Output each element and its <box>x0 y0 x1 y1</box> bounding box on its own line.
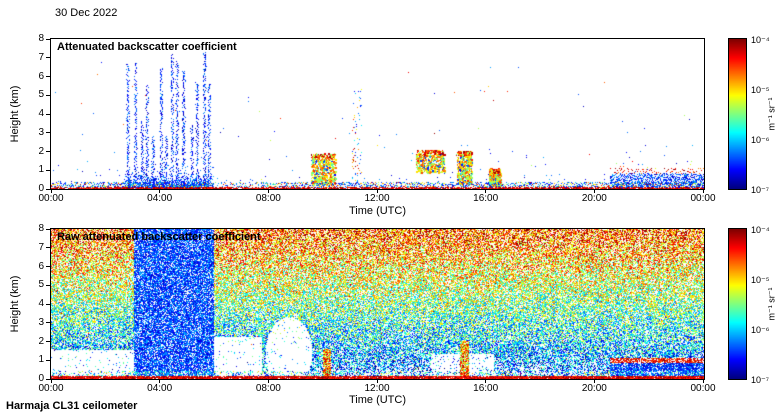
attenuated-backscatter-panel: Attenuated backscatter coefficient <box>50 38 705 190</box>
x-axis-label-top: Time (UTC) <box>348 205 407 217</box>
x-tick-mark <box>159 190 161 193</box>
x-tick-mark <box>485 190 487 193</box>
y-tick-mark <box>46 169 50 171</box>
x-tick-mark <box>267 380 269 383</box>
colorbar-unit-label-bottom: m⁻¹ sr⁻¹ <box>766 287 777 321</box>
x-tick-label: 20:00 <box>581 383 607 394</box>
x-tick-mark <box>376 190 378 193</box>
y-tick-label: 6 <box>38 260 44 272</box>
x-tick-label: 08:00 <box>255 193 281 204</box>
colorbar-tick-label: 10⁻⁵ <box>751 85 770 95</box>
y-tick-mark <box>46 76 50 77</box>
colorbar-top <box>728 38 747 190</box>
date-label: 30 Dec 2022 <box>55 7 118 19</box>
colorbar-tick-label: 10⁻⁴ <box>751 225 770 235</box>
colorbar-tick-label: 10⁻⁶ <box>751 135 770 145</box>
colorbar-tick-label: 10⁻⁴ <box>751 35 770 45</box>
x-tick-mark <box>593 380 595 383</box>
y-tick-label: 8 <box>38 33 44 44</box>
colorbar-tick-label: 10⁻⁷ <box>751 185 770 195</box>
y-tick-mark <box>46 113 50 115</box>
x-tick-label: 12:00 <box>364 193 390 204</box>
y-tick-label: 4 <box>38 298 44 309</box>
y-tick-mark <box>46 322 50 324</box>
raw-backscatter-panel: Raw attenuated backscatter coefficient <box>50 228 705 380</box>
y-tick-label: 2 <box>38 145 44 157</box>
y-tick-mark <box>46 228 50 230</box>
y-tick-mark <box>46 341 50 342</box>
colorbar-tick-label: 10⁻⁷ <box>751 375 770 385</box>
y-tick-label: 3 <box>38 126 44 138</box>
y-tick-mark <box>46 359 50 361</box>
y-tick-label: 1 <box>38 354 44 366</box>
x-tick-mark <box>593 190 595 193</box>
attenuated-backscatter-heatmap-canvas <box>51 39 704 189</box>
x-tick-mark <box>50 190 52 193</box>
y-tick-mark <box>46 188 50 190</box>
y-tick-label: 5 <box>38 89 44 101</box>
x-tick-label: 00:00 <box>690 383 716 394</box>
x-tick-mark <box>159 380 161 383</box>
colorbar-unit-label-top: m⁻¹ sr⁻¹ <box>766 97 777 131</box>
x-tick-label: 08:00 <box>255 383 281 394</box>
y-tick-mark <box>46 247 50 249</box>
raw-backscatter-heatmap-canvas <box>51 229 704 379</box>
y-tick-mark <box>46 94 50 96</box>
x-tick-label: 16:00 <box>473 383 499 394</box>
x-tick-mark <box>50 380 52 383</box>
x-tick-label: 04:00 <box>147 383 173 394</box>
y-axis-label-top: Height (km) <box>9 85 21 143</box>
y-tick-mark <box>46 284 50 286</box>
instrument-label: Harmaja CL31 ceilometer <box>6 400 138 412</box>
y-tick-label: 5 <box>38 279 44 291</box>
x-tick-label: 16:00 <box>473 193 499 204</box>
colorbar-tick-label: 10⁻⁵ <box>751 275 770 285</box>
x-tick-label: 00:00 <box>38 193 64 204</box>
y-axis-label-bottom: Height (km) <box>9 275 21 333</box>
x-tick-label: 20:00 <box>581 193 607 204</box>
x-tick-mark <box>267 190 269 193</box>
y-tick-mark <box>46 57 50 59</box>
y-tick-label: 7 <box>38 51 44 63</box>
y-tick-label: 0 <box>38 373 44 384</box>
colorbar-tick-label: 10⁻⁶ <box>751 325 770 335</box>
x-tick-mark <box>376 380 378 383</box>
y-tick-mark <box>46 132 50 134</box>
x-tick-label: 04:00 <box>147 193 173 204</box>
y-tick-label: 1 <box>38 164 44 176</box>
y-tick-label: 2 <box>38 335 44 347</box>
x-tick-mark <box>485 380 487 383</box>
y-tick-label: 3 <box>38 316 44 328</box>
y-tick-label: 8 <box>38 223 44 234</box>
y-tick-mark <box>46 151 50 152</box>
raw-panel-title: Raw attenuated backscatter coefficient <box>57 231 261 243</box>
attenuated-panel-title: Attenuated backscatter coefficient <box>57 41 237 53</box>
y-tick-label: 6 <box>38 70 44 82</box>
y-tick-label: 0 <box>38 183 44 194</box>
x-axis-label-bottom: Time (UTC) <box>348 394 407 406</box>
x-tick-mark <box>702 190 704 193</box>
y-tick-mark <box>46 266 50 267</box>
colorbar-bottom <box>728 228 747 380</box>
y-tick-mark <box>46 378 50 380</box>
x-tick-label: 00:00 <box>38 383 64 394</box>
x-tick-label: 12:00 <box>364 383 390 394</box>
colorbar-gradient-top-canvas <box>729 39 746 189</box>
colorbar-gradient-bottom-canvas <box>729 229 746 379</box>
x-tick-label: 00:00 <box>690 193 716 204</box>
y-tick-label: 4 <box>38 108 44 119</box>
y-tick-mark <box>46 38 50 40</box>
y-tick-mark <box>46 303 50 305</box>
y-tick-label: 7 <box>38 241 44 253</box>
x-tick-mark <box>702 380 704 383</box>
